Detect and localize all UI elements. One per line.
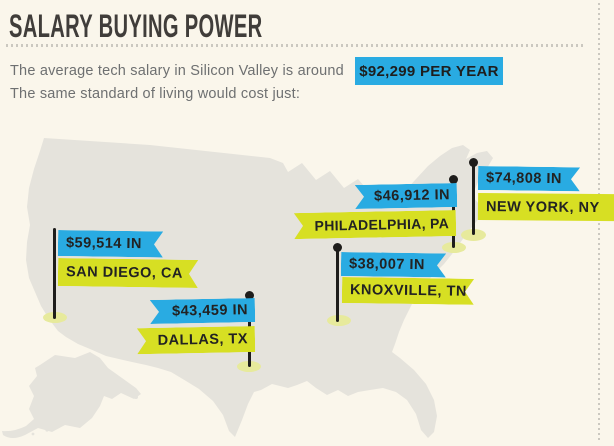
pole-base-ellipse: [461, 229, 486, 241]
pole-base-ellipse: [327, 315, 351, 326]
flag-amount: $46,912 IN: [355, 183, 457, 209]
pole-top-dot: [333, 242, 342, 252]
flag-amount: $38,007 IN: [341, 252, 446, 277]
flag-city: SAN DIEGO, CA: [58, 258, 198, 288]
flag-city: NEW YORK, NY: [477, 193, 614, 222]
flag-amount: $43,459 IN: [150, 298, 255, 324]
page-title: SALARY BUYING POWER: [9, 8, 263, 44]
dotted-right-border: [598, 3, 600, 440]
flag-amount: $59,514 IN: [58, 230, 163, 257]
intro-line-1: The average tech salary in Silicon Valle…: [10, 63, 344, 79]
pole-top-dot: [449, 174, 458, 184]
pole-top-dot: [245, 290, 254, 300]
flag-pole: [471, 162, 475, 235]
salary-highlight: $92,299 PER YEAR: [355, 57, 503, 85]
flag-amount: $74,808 IN: [478, 166, 580, 191]
pole-top-dot: [469, 157, 478, 167]
flag-pole: [52, 228, 56, 319]
flag-city: PHILADELPHIA, PA: [294, 210, 456, 239]
flag-city: DALLAS, TX: [137, 326, 255, 354]
flag-pole: [335, 247, 339, 322]
flag-city: KNOXVILLE, TN: [342, 277, 474, 305]
intro-line-2: The same standard of living would cost j…: [10, 86, 301, 102]
dotted-divider: [6, 44, 583, 47]
